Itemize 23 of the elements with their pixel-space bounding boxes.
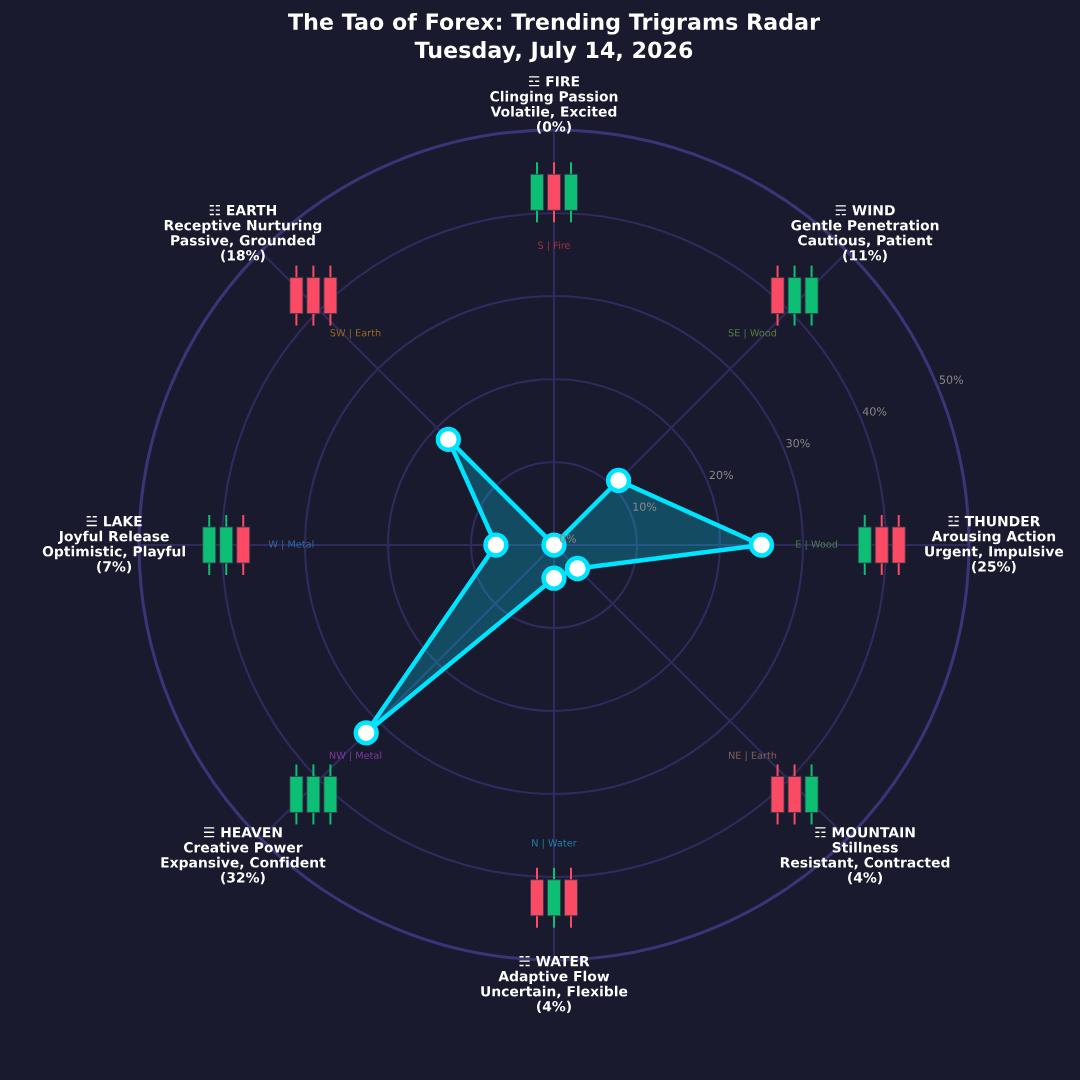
text: S | Fire [538,241,570,252]
spoke-label: ☳ THUNDER Arousing Action Urgent, Impulsive (25%) [925,516,1064,574]
text: NE | Earth [728,751,777,762]
y-tick-label: 50% [939,375,964,384]
y-tick-label: 30% [786,439,810,448]
text: SW | Earth [330,328,381,339]
chart-subtitle: Tuesday, July 14, 2026 [414,41,693,63]
chart-title: The Tao of Forex: Trending Trigrams Radar [288,12,820,35]
text: SE | Wood [728,328,777,339]
text: NW | Metal [329,751,382,762]
spoke-label: ☵ WATER Adaptive Flow Uncertain, Flexible (4%) [481,956,628,1014]
text: N | Water [532,838,577,849]
text: E | Wood [796,540,838,550]
text: W | Metal [268,540,314,550]
spoke-label: ☷ EARTH Receptive Nurturing Passive, Grounded (18%) [164,205,322,263]
spoke-label: ☲ FIRE Clinging Passion Volatile, Excited (0%) [490,76,618,134]
y-tick-label: 40% [862,407,887,416]
y-tick-label: 20% [709,470,733,480]
spoke-label: ☱ LAKE Joyful Release Optimistic, Playful (7%) [42,516,185,574]
spoke-label: ☰ HEAVEN Creative Power Expansive, Confident (32%) [161,827,326,885]
spoke-label: ☶ MOUNTAIN Stillness Resistant, Contracted (4%) [780,827,950,885]
spoke-label: ☴ WIND Gentle Penetration Cautious, Patient (11%) [791,205,939,263]
y-tick-label: 10% [633,502,657,511]
